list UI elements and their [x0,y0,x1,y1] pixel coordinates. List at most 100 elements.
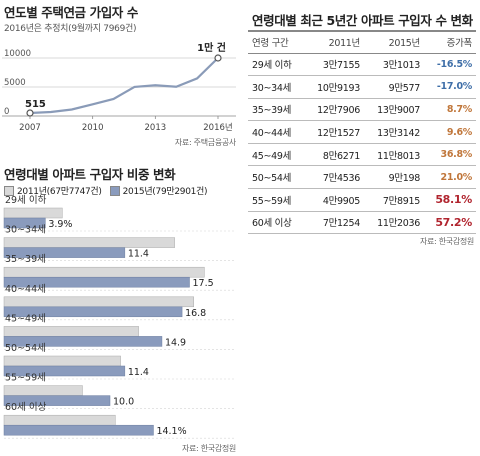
table-row: 50~54세 7만4536 9만198 21.0% [248,165,476,190]
value-label: 16.8 [185,308,206,319]
cell-age: 50~54세 [248,165,304,190]
category-label: 40~44세 [5,284,46,295]
bar-2015 [3,424,154,436]
bar-2011 [3,207,63,219]
cell-age: 29세 이하 [248,53,304,77]
line-chart-subtitle: 2016년은 추정치(9월까지 7969건) [4,24,137,34]
category-label: 60세 이상 [5,402,47,413]
legend-item-2011: 2011년(67만7747건) [4,184,102,197]
cell-2015: 11만8013 [362,143,422,167]
bar-2015 [3,395,111,406]
x-tick-label: 2013 [145,123,167,133]
table-header-age: 연령 구간 [252,38,289,50]
data-label-last: 1만 건 [197,41,226,54]
value-label: 11.4 [128,367,149,378]
cell-age: 35~39세 [248,98,304,122]
bar-chart-source: 자료: 한국감정원 [181,444,236,453]
table-row: 55~59세 4만9905 7만8915 58.1% [248,188,476,212]
category-label: 45~49세 [5,313,46,324]
cell-change: 9.6% [422,120,476,144]
bar-2015 [3,336,163,347]
cell-2011: 10만9193 [304,75,362,99]
bar-2015 [3,247,126,258]
y-tick-label: 5000 [4,78,26,88]
table-source: 자료: 한국감정원 [419,237,474,246]
bar-2011 [3,296,194,308]
data-point-2016 [214,54,222,62]
category-label: 35~39세 [5,254,46,265]
cell-age: 40~44세 [248,120,304,144]
value-label: 17.5 [193,278,214,289]
legend-swatch-2011 [4,185,14,196]
cell-2011: 4만9905 [304,188,362,212]
value-label: 14.9 [165,337,186,348]
y-tick-label: 0 [4,107,9,117]
line-chart-source: 자료: 주택금융공사 [174,138,236,147]
line-chart-title: 연도별 주택연금 가입자 수 [4,5,138,20]
table-row: 30~34세 10만9193 9만577 -17.0% [248,75,476,99]
cell-change: -17.0% [422,75,476,99]
table-header-2011: 2011년 [328,38,361,50]
bar-2011 [3,237,175,248]
cell-change: 57.2% [422,211,476,235]
cell-2015: 9만198 [362,165,422,190]
x-tick-label: 2007 [19,123,41,133]
category-label: 50~54세 [5,343,46,354]
bar-2011 [3,326,139,337]
category-label: 29세 이하 [5,194,47,206]
buyer-table-panel: 연령대별 최근 5년간 아파트 구입자 수 변화 연령 구간 2011년 201… [246,0,480,250]
table-header-row: 연령 구간 2011년 2015년 증가폭 [248,31,476,53]
cell-2011: 12만1527 [304,120,362,144]
table-row: 35~39세 12만7906 13만9007 8.7% [248,98,476,122]
cell-change: 8.7% [422,98,476,122]
x-tick-label: 2010 [82,123,104,133]
value-label: 14.1% [156,426,186,437]
bar-2015 [3,306,183,318]
table-title: 연령대별 최근 5년간 아파트 구입자 수 변화 [252,13,473,28]
table-header-2015: 2015년 [388,38,421,50]
bar-2011 [3,414,116,426]
value-label: 11.4 [128,249,149,260]
table-row: 40~44세 12만1527 13만3142 9.6% [248,120,476,144]
x-tick-label: 2016년 [203,122,232,133]
cell-2015: 13만3142 [362,120,422,144]
cell-age: 60세 이상 [248,211,304,235]
category-label: 30~34세 [5,225,46,236]
table-header-change: 증가폭 [446,38,473,50]
legend-swatch-2015 [109,185,120,196]
table-row: 29세 이하 3만7155 3만1013 -16.5% [248,53,476,77]
bar-chart-legend: 2011년(67만7747건) 2015년(79만2901건) [4,184,208,197]
data-point-2007 [26,109,34,117]
cell-change: 36.8% [422,143,476,167]
cell-change: 21.0% [422,165,476,190]
y-tick-label: 10000 [4,49,31,59]
cell-2015: 13만9007 [362,98,422,122]
cell-change: -16.5% [422,53,476,77]
line-chart: 0 5000 10000 2007 2010 2013 2016년 515 1만 건 [2,41,236,133]
bar-2011 [3,385,83,396]
cell-2015: 7만8915 [362,188,422,212]
subscriber-chart-panel: 연도별 주택연금 가입자 수 2016년은 추정치(9월까지 7969건) 0 5… [0,0,240,150]
legend-label-2011: 2011년(67만7747건) [17,187,102,197]
value-label: 10.0 [113,397,134,408]
bar-2015 [3,365,126,377]
cell-age: 55~59세 [248,188,304,212]
cell-2015: 3만1013 [362,53,422,77]
table-row: 45~49세 8만6271 11만8013 36.8% [248,143,476,167]
table-body: 29세 이하 3만7155 3만1013 -16.5% 30~34세 10만9193 9만5… [248,53,476,235]
legend-label-2015: 2015년(79만2901건) [122,187,208,197]
buyer-share-chart-panel: 연령대별 아파트 구입자 비중 변화 2011년(67만7747건) 2015년… [0,150,240,456]
cell-2011: 7만4536 [304,165,362,190]
bar-chart-title: 연령대별 아파트 구입자 비중 변화 [4,167,176,182]
cell-2015: 11만2036 [362,211,422,235]
bar-chart: 29세 이하 3.9%30~34세 11.4 35~39세 17.5 40~44세 16.8… [3,194,236,439]
cell-2011: 12만7906 [304,98,362,122]
cell-age: 45~49세 [248,143,304,167]
value-label: 3.9% [48,219,72,230]
cell-change: 58.1% [422,188,476,212]
buyer-table: 연령 구간 2011년 2015년 증가폭 29세 이하 3만7155 3만1013… [248,30,476,235]
cell-2011: 8만6271 [304,143,362,167]
cell-2011: 3만7155 [304,53,362,77]
data-label-first: 515 [25,99,46,110]
subscriber-line [29,57,219,115]
